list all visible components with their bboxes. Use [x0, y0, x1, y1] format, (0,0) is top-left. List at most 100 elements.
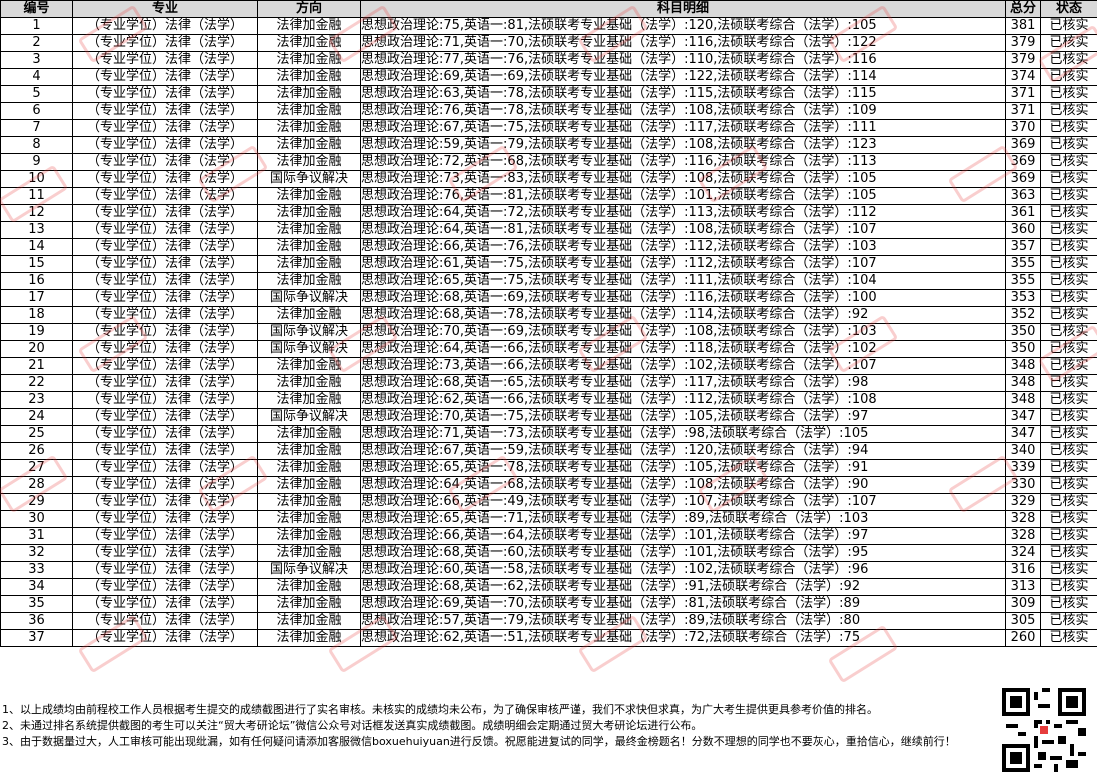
cell-major: （专业学位）法律（法学）: [72, 221, 258, 239]
cell-id: 8: [0, 136, 73, 154]
table-row: 31 （专业学位）法律（法学） 法律加金融 思想政治理论:66,英语一:64,法硕联考…: [0, 527, 1097, 545]
cell-major: （专业学位）法律（法学）: [72, 68, 258, 86]
cell-id: 29: [0, 493, 73, 511]
cell-total: 339: [1005, 459, 1041, 477]
cell-direction: 法律加金融: [257, 119, 361, 137]
cell-id: 28: [0, 476, 73, 494]
cell-detail: 思想政治理论:63,英语一:78,法硕联考专业基础（法学）:115,法硕联考综合…: [360, 85, 1006, 103]
cell-direction: 法律加金融: [257, 17, 361, 35]
header-status: 状态: [1040, 0, 1097, 18]
cell-direction: 法律加金融: [257, 595, 361, 613]
table-row: 28 （专业学位）法律（法学） 法律加金融 思想政治理论:64,英语一:68,法硕联考…: [0, 476, 1097, 494]
cell-status: 已核实: [1040, 102, 1097, 120]
cell-major: （专业学位）法律（法学）: [72, 153, 258, 171]
cell-detail: 思想政治理论:66,英语一:49,法硕联考专业基础（法学）:107,法硕联考综合…: [360, 493, 1006, 511]
cell-status: 已核实: [1040, 527, 1097, 545]
cell-detail: 思想政治理论:76,英语一:78,法硕联考专业基础（法学）:108,法硕联考综合…: [360, 102, 1006, 120]
cell-detail: 思想政治理论:65,英语一:75,法硕联考专业基础（法学）:111,法硕联考综合…: [360, 272, 1006, 290]
cell-major: （专业学位）法律（法学）: [72, 204, 258, 222]
cell-detail: 思想政治理论:73,英语一:66,法硕联考专业基础（法学）:102,法硕联考综合…: [360, 357, 1006, 375]
cell-detail: 思想政治理论:64,英语一:81,法硕联考专业基础（法学）:108,法硕联考综合…: [360, 221, 1006, 239]
table-row: 16 （专业学位）法律（法学） 法律加金融 思想政治理论:65,英语一:75,法硕联考…: [0, 272, 1097, 290]
cell-status: 已核实: [1040, 119, 1097, 137]
table-row: 29 （专业学位）法律（法学） 法律加金融 思想政治理论:66,英语一:49,法硕联考…: [0, 493, 1097, 511]
cell-direction: 法律加金融: [257, 612, 361, 630]
qr-code-icon: [1002, 688, 1086, 772]
table-row: 27 （专业学位）法律（法学） 法律加金融 思想政治理论:65,英语一:78,法硕联考…: [0, 459, 1097, 477]
cell-id: 33: [0, 561, 73, 579]
cell-id: 13: [0, 221, 73, 239]
cell-detail: 思想政治理论:64,英语一:68,法硕联考专业基础（法学）:108,法硕联考综合…: [360, 476, 1006, 494]
cell-total: 369: [1005, 136, 1041, 154]
cell-detail: 思想政治理论:62,英语一:51,法硕联考专业基础（法学）:72,法硕联考综合（…: [360, 629, 1006, 647]
cell-status: 已核实: [1040, 187, 1097, 205]
cell-detail: 思想政治理论:68,英语一:78,法硕联考专业基础（法学）:114,法硕联考综合…: [360, 306, 1006, 324]
cell-detail: 思想政治理论:69,英语一:70,法硕联考专业基础（法学）:81,法硕联考综合（…: [360, 595, 1006, 613]
cell-direction: 法律加金融: [257, 68, 361, 86]
cell-id: 19: [0, 323, 73, 341]
cell-direction: 法律加金融: [257, 442, 361, 460]
cell-status: 已核实: [1040, 51, 1097, 69]
table-row: 25 （专业学位）法律（法学） 法律加金融 思想政治理论:71,英语一:73,法硕联考…: [0, 425, 1097, 443]
cell-detail: 思想政治理论:64,英语一:66,法硕联考专业基础（法学）:118,法硕联考综合…: [360, 340, 1006, 358]
table-row: 18 （专业学位）法律（法学） 法律加金融 思想政治理论:68,英语一:78,法硕联考…: [0, 306, 1097, 324]
table-row: 6 （专业学位）法律（法学） 法律加金融 思想政治理论:76,英语一:78,法硕联考专…: [0, 102, 1097, 120]
cell-major: （专业学位）法律（法学）: [72, 391, 258, 409]
cell-total: 340: [1005, 442, 1041, 460]
table-row: 33 （专业学位）法律（法学） 国际争议解决 思想政治理论:60,英语一:58,法硕联…: [0, 561, 1097, 579]
cell-detail: 思想政治理论:65,英语一:78,法硕联考专业基础（法学）:105,法硕联考综合…: [360, 459, 1006, 477]
cell-detail: 思想政治理论:68,英语一:60,法硕联考专业基础（法学）:101,法硕联考综合…: [360, 544, 1006, 562]
cell-status: 已核实: [1040, 170, 1097, 188]
cell-id: 5: [0, 85, 73, 103]
cell-major: （专业学位）法律（法学）: [72, 544, 258, 562]
table-row: 3 （专业学位）法律（法学） 法律加金融 思想政治理论:77,英语一:76,法硕联考专…: [0, 51, 1097, 69]
table-row: 23 （专业学位）法律（法学） 法律加金融 思想政治理论:62,英语一:66,法硕联考…: [0, 391, 1097, 409]
cell-detail: 思想政治理论:64,英语一:72,法硕联考专业基础（法学）:113,法硕联考综合…: [360, 204, 1006, 222]
cell-status: 已核实: [1040, 340, 1097, 358]
cell-total: 360: [1005, 221, 1041, 239]
table-row: 21 （专业学位）法律（法学） 法律加金融 思想政治理论:73,英语一:66,法硕联考…: [0, 357, 1097, 375]
cell-total: 348: [1005, 391, 1041, 409]
cell-total: 305: [1005, 612, 1041, 630]
cell-direction: 国际争议解决: [257, 408, 361, 426]
cell-detail: 思想政治理论:62,英语一:66,法硕联考专业基础（法学）:112,法硕联考综合…: [360, 391, 1006, 409]
cell-direction: 法律加金融: [257, 272, 361, 290]
cell-direction: 法律加金融: [257, 85, 361, 103]
cell-total: 350: [1005, 340, 1041, 358]
cell-total: 371: [1005, 102, 1041, 120]
cell-id: 11: [0, 187, 73, 205]
cell-total: 316: [1005, 561, 1041, 579]
cell-major: （专业学位）法律（法学）: [72, 187, 258, 205]
cell-detail: 思想政治理论:71,英语一:73,法硕联考专业基础（法学）:98,法硕联考综合（…: [360, 425, 1006, 443]
header-total: 总分: [1005, 0, 1041, 18]
cell-status: 已核实: [1040, 357, 1097, 375]
table-row: 9 （专业学位）法律（法学） 法律加金融 思想政治理论:72,英语一:68,法硕联考专…: [0, 153, 1097, 171]
cell-id: 36: [0, 612, 73, 630]
cell-total: 370: [1005, 119, 1041, 137]
cell-major: （专业学位）法律（法学）: [72, 561, 258, 579]
cell-detail: 思想政治理论:73,英语一:83,法硕联考专业基础（法学）:108,法硕联考综合…: [360, 170, 1006, 188]
cell-total: 369: [1005, 170, 1041, 188]
cell-id: 1: [0, 17, 73, 35]
cell-major: （专业学位）法律（法学）: [72, 408, 258, 426]
header-major: 专业: [72, 0, 258, 18]
cell-id: 17: [0, 289, 73, 307]
cell-major: （专业学位）法律（法学）: [72, 85, 258, 103]
table-row: 7 （专业学位）法律（法学） 法律加金融 思想政治理论:67,英语一:75,法硕联考专…: [0, 119, 1097, 137]
table-row: 10 （专业学位）法律（法学） 国际争议解决 思想政治理论:73,英语一:83,法硕联…: [0, 170, 1097, 188]
cell-status: 已核实: [1040, 153, 1097, 171]
table-body: 1 （专业学位）法律（法学） 法律加金融 思想政治理论:75,英语一:81,法硕联考专…: [0, 17, 1097, 647]
cell-status: 已核实: [1040, 17, 1097, 35]
cell-major: （专业学位）法律（法学）: [72, 238, 258, 256]
score-table: 编号 专业 方向 科目明细 总分 状态 1 （专业学位）法律（法学） 法律加金融 思想…: [0, 0, 1097, 647]
cell-detail: 思想政治理论:68,英语一:69,法硕联考专业基础（法学）:116,法硕联考综合…: [360, 289, 1006, 307]
cell-major: （专业学位）法律（法学）: [72, 459, 258, 477]
cell-direction: 法律加金融: [257, 187, 361, 205]
cell-total: 309: [1005, 595, 1041, 613]
cell-major: （专业学位）法律（法学）: [72, 272, 258, 290]
cell-total: 379: [1005, 51, 1041, 69]
cell-major: （专业学位）法律（法学）: [72, 442, 258, 460]
cell-major: （专业学位）法律（法学）: [72, 340, 258, 358]
cell-detail: 思想政治理论:75,英语一:81,法硕联考专业基础（法学）:120,法硕联考综合…: [360, 17, 1006, 35]
table-row: 11 （专业学位）法律（法学） 法律加金融 思想政治理论:76,英语一:81,法硕联考…: [0, 187, 1097, 205]
